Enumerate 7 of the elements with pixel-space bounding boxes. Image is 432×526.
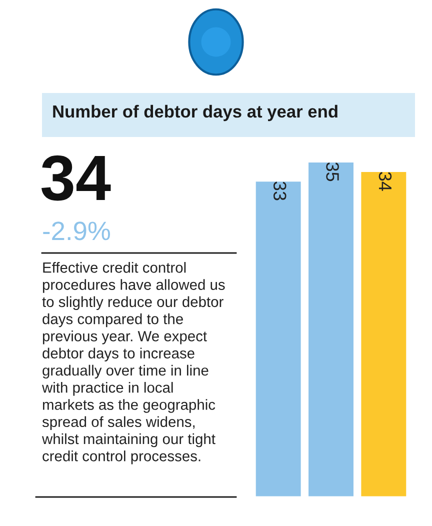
data-label: 34: [378, 172, 392, 191]
data-label: 35: [326, 162, 339, 182]
text: 34: [41, 155, 111, 201]
text: Effective credit control procedures have allowed us to slightly reduce our debtor days compared to the previous year. We expect debtor days to increase gradually over time in line with practice in local markets as the geographic spread of sales widens, whilst maintaining our tight credit control processes.: [42, 262, 225, 464]
chart-title: Number of debtor days at year end: [53, 104, 338, 122]
data-label: 33: [273, 182, 286, 200]
text: -2.9%: [43, 222, 110, 240]
